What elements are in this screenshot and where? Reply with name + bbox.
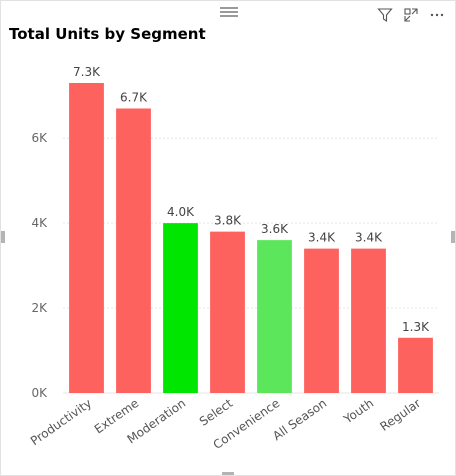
y-tick-label: 4K — [31, 216, 48, 230]
bar[interactable] — [398, 337, 433, 393]
chart-title: Total Units by Segment — [9, 25, 206, 43]
data-label: 4.0K — [167, 205, 195, 219]
visual-header-icons — [375, 5, 447, 25]
resize-handle-bottom[interactable] — [222, 472, 234, 475]
data-label: 6.7K — [120, 90, 148, 104]
bar[interactable] — [116, 108, 151, 393]
y-tick-label: 0K — [31, 386, 48, 400]
data-label: 3.4K — [308, 231, 336, 245]
data-label: 3.4K — [355, 231, 383, 245]
resize-handle-left[interactable] — [1, 231, 5, 243]
data-label: 1.3K — [402, 320, 430, 334]
data-label: 3.6K — [261, 222, 289, 236]
data-label: 7.3K — [73, 65, 101, 79]
data-label: 3.8K — [214, 214, 242, 228]
bar[interactable] — [304, 248, 339, 393]
y-tick-label: 2K — [31, 301, 48, 315]
more-options-icon[interactable] — [427, 5, 447, 25]
x-category-label: Regular — [377, 396, 423, 434]
bar[interactable] — [210, 231, 245, 393]
filter-icon[interactable] — [375, 5, 395, 25]
drag-handle-icon[interactable] — [220, 7, 238, 17]
x-category-label: Youth — [340, 396, 376, 427]
bar[interactable] — [163, 223, 198, 393]
y-tick-label: 6K — [31, 131, 48, 145]
resize-handle-right[interactable] — [451, 231, 455, 243]
bar[interactable] — [69, 83, 104, 393]
bar[interactable] — [351, 248, 386, 393]
x-category-label: Productivity — [28, 396, 94, 448]
x-category-label: Select — [197, 396, 236, 429]
bar[interactable] — [257, 240, 292, 393]
focus-mode-icon[interactable] — [401, 5, 421, 25]
